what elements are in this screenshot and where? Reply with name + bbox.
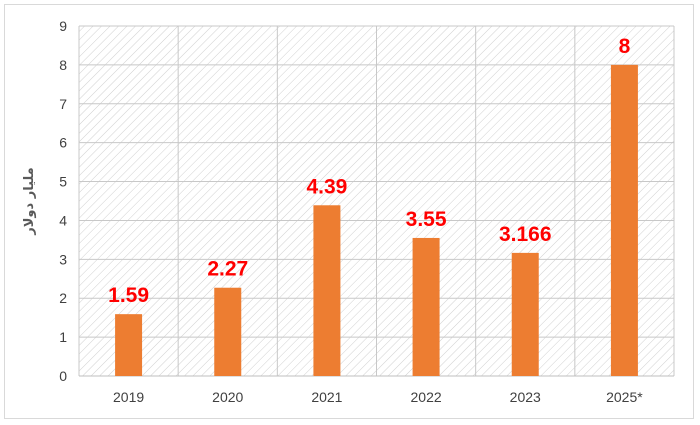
data-label: 1.59 (108, 284, 149, 307)
y-tick-label: 3 (59, 251, 67, 267)
bar (313, 205, 341, 376)
data-label: 3.166 (499, 223, 552, 246)
x-tick-label: 2020 (212, 389, 243, 405)
y-tick-label: 1 (59, 329, 67, 345)
bar (214, 287, 242, 376)
y-tick-label: 5 (59, 174, 67, 190)
y-axis-label: مليار دولار (22, 167, 37, 235)
y-tick-label: 4 (59, 212, 67, 228)
y-tick-label: 8 (59, 57, 67, 73)
x-tick-label: 2025* (606, 389, 643, 405)
y-tick-label: 7 (59, 96, 67, 112)
bars (115, 64, 638, 376)
data-label: 4.39 (306, 175, 347, 198)
x-tick-label: 2021 (311, 389, 342, 405)
bar (115, 314, 143, 376)
x-tick-label: 2022 (411, 389, 442, 405)
x-tick-label: 2023 (510, 389, 541, 405)
bar (511, 252, 539, 376)
bar (610, 64, 638, 376)
grid-lines (78, 25, 675, 377)
x-axis-ticks: 2019 2020 2021 2022 2023 2025* (113, 389, 643, 405)
y-tick-label: 6 (59, 135, 67, 151)
bar (412, 237, 440, 376)
data-label: 2.27 (207, 258, 248, 281)
y-tick-label: 9 (59, 18, 67, 34)
data-label: 3.55 (406, 208, 447, 231)
x-tick-label: 2019 (113, 389, 144, 405)
y-tick-label: 2 (59, 290, 67, 306)
y-axis-ticks: 0 1 2 3 4 5 6 7 8 9 (59, 18, 67, 384)
data-labels: 1.59 2.27 4.39 3.55 3.166 8 (108, 35, 630, 307)
y-tick-label: 0 (59, 368, 67, 384)
data-label: 8 (619, 35, 631, 58)
